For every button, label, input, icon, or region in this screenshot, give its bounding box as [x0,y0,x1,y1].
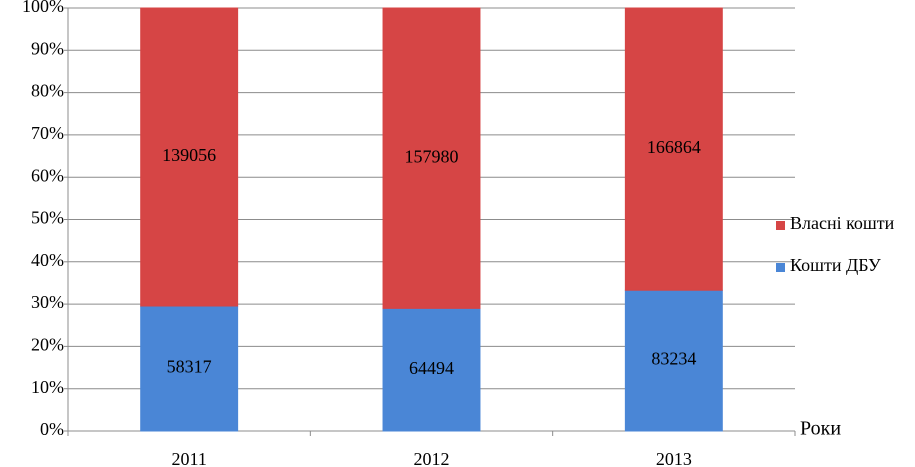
legend-swatch [776,263,785,272]
legend-label: Власні кошти [790,213,895,233]
y-tick-label: 70% [31,123,64,143]
bar-shade [140,305,239,432]
y-tick-label: 10% [31,377,64,397]
y-tick-label: 40% [31,250,64,270]
bar-shade [382,7,481,309]
data-label: 64494 [409,358,454,378]
data-label: 139056 [162,145,216,165]
y-tick-label: 50% [31,208,64,228]
x-tick-label: 2013 [656,449,692,467]
y-tick-label: 100% [22,0,64,16]
y-tick-label: 60% [31,165,64,185]
y-tick-label: 80% [31,81,64,101]
x-tick-label: 2012 [414,449,450,467]
y-tick-label: 20% [31,335,64,355]
x-tick-label: 2011 [171,449,206,467]
bar-shade [624,7,723,291]
data-label: 166864 [647,137,701,157]
y-tick-label: 0% [40,419,64,439]
data-label: 83234 [651,349,696,369]
legend-swatch [776,221,785,230]
y-tick-label: 30% [31,292,64,312]
bar-shade [624,289,723,432]
legend-label: Кошти ДБУ [790,255,881,275]
data-label: 58317 [167,357,212,377]
bar-shade [382,307,481,432]
bar-shade [140,7,239,307]
data-label: 157980 [405,146,459,166]
x-axis-label: Роки [800,418,841,440]
y-tick-label: 90% [31,38,64,58]
